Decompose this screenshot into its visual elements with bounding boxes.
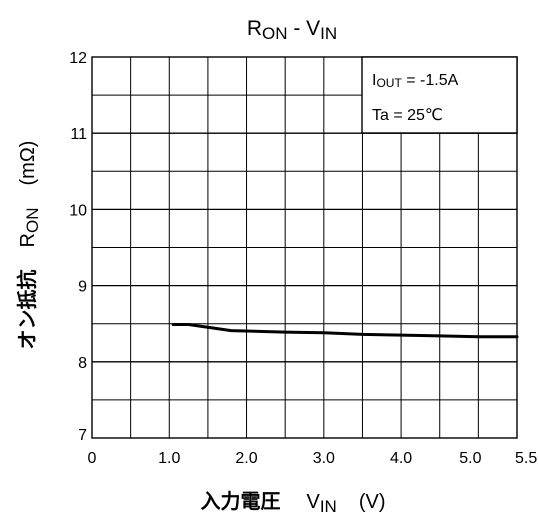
condition-box <box>361 56 518 134</box>
x-axis-label-unit: (V) <box>359 491 386 513</box>
x-tick-label: 4.0 <box>390 450 412 467</box>
x-tick-label: 1.0 <box>158 450 180 467</box>
condition-current: IOUT = -1.5A <box>372 72 459 90</box>
condition-current-val: = -1.5A <box>402 72 459 89</box>
title-sep: - <box>287 17 306 40</box>
y-axis-label-sub: ON <box>23 207 42 233</box>
plot-frame <box>91 56 518 439</box>
y-tick-label: 8 <box>78 355 87 372</box>
x-tick-label: 5.5 <box>515 450 537 467</box>
title-second-sub: IN <box>320 24 337 43</box>
title-main: R <box>247 17 262 40</box>
condition-current-sym: I <box>372 72 376 89</box>
title-main-sub: ON <box>262 24 288 43</box>
title-second: V <box>306 17 320 40</box>
y-tick-label: 10 <box>69 202 87 219</box>
y-tick-label: 11 <box>70 126 87 143</box>
x-tick-labels: 0 1.0 2.0 3.0 4.0 5.0 5.5 <box>88 450 538 467</box>
x-tick-label: 3.0 <box>313 450 335 467</box>
y-tick-label: 9 <box>78 279 87 296</box>
y-axis-label-jp: オン抵抗 <box>15 269 39 349</box>
condition-temperature: Ta = 25℃ <box>372 107 443 124</box>
y-tick-label: 12 <box>69 50 87 67</box>
series-line <box>171 323 519 339</box>
condition-legend: IOUT = -1.5A Ta = 25℃ <box>361 56 518 134</box>
x-axis-label: 入力電圧 VIN (V) <box>200 490 385 516</box>
x-tick-label: 5.0 <box>459 450 481 467</box>
y-axis-label-sym: R <box>17 233 39 247</box>
x-axis-label-jp: 入力電圧 <box>200 490 280 513</box>
y-tick-label: 7 <box>78 427 87 444</box>
x-axis-label-sub: IN <box>320 497 337 516</box>
x-axis-label-sym: V <box>306 491 320 513</box>
y-axis-label-unit: (mΩ) <box>17 141 39 186</box>
x-tick-label: 0 <box>88 450 97 467</box>
x-tick-label: 2.0 <box>235 450 257 467</box>
condition-current-sub: OUT <box>376 76 402 90</box>
grid <box>92 57 517 438</box>
chart-title: RON - VIN <box>247 17 337 43</box>
y-axis-label: オン抵抗 RON (mΩ) <box>15 141 42 350</box>
y-tick-labels: 7 8 9 10 11 12 <box>69 50 87 444</box>
